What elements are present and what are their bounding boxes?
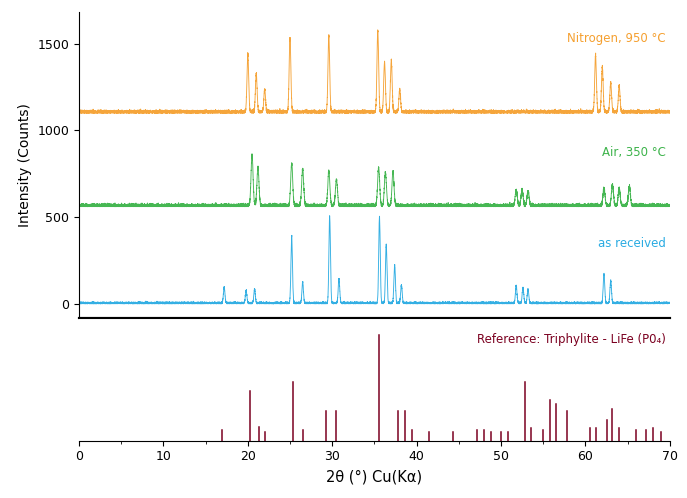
Text: Reference: Triphylite - LiFe (P0₄): Reference: Triphylite - LiFe (P0₄): [477, 333, 666, 346]
Text: as received: as received: [598, 237, 666, 249]
X-axis label: 2θ (°) Cu(Kα): 2θ (°) Cu(Kα): [326, 469, 423, 484]
Text: Nitrogen, 950 °C: Nitrogen, 950 °C: [567, 32, 666, 45]
Text: Air, 350 °C: Air, 350 °C: [602, 146, 666, 159]
Y-axis label: Intensity (Counts): Intensity (Counts): [18, 103, 32, 227]
